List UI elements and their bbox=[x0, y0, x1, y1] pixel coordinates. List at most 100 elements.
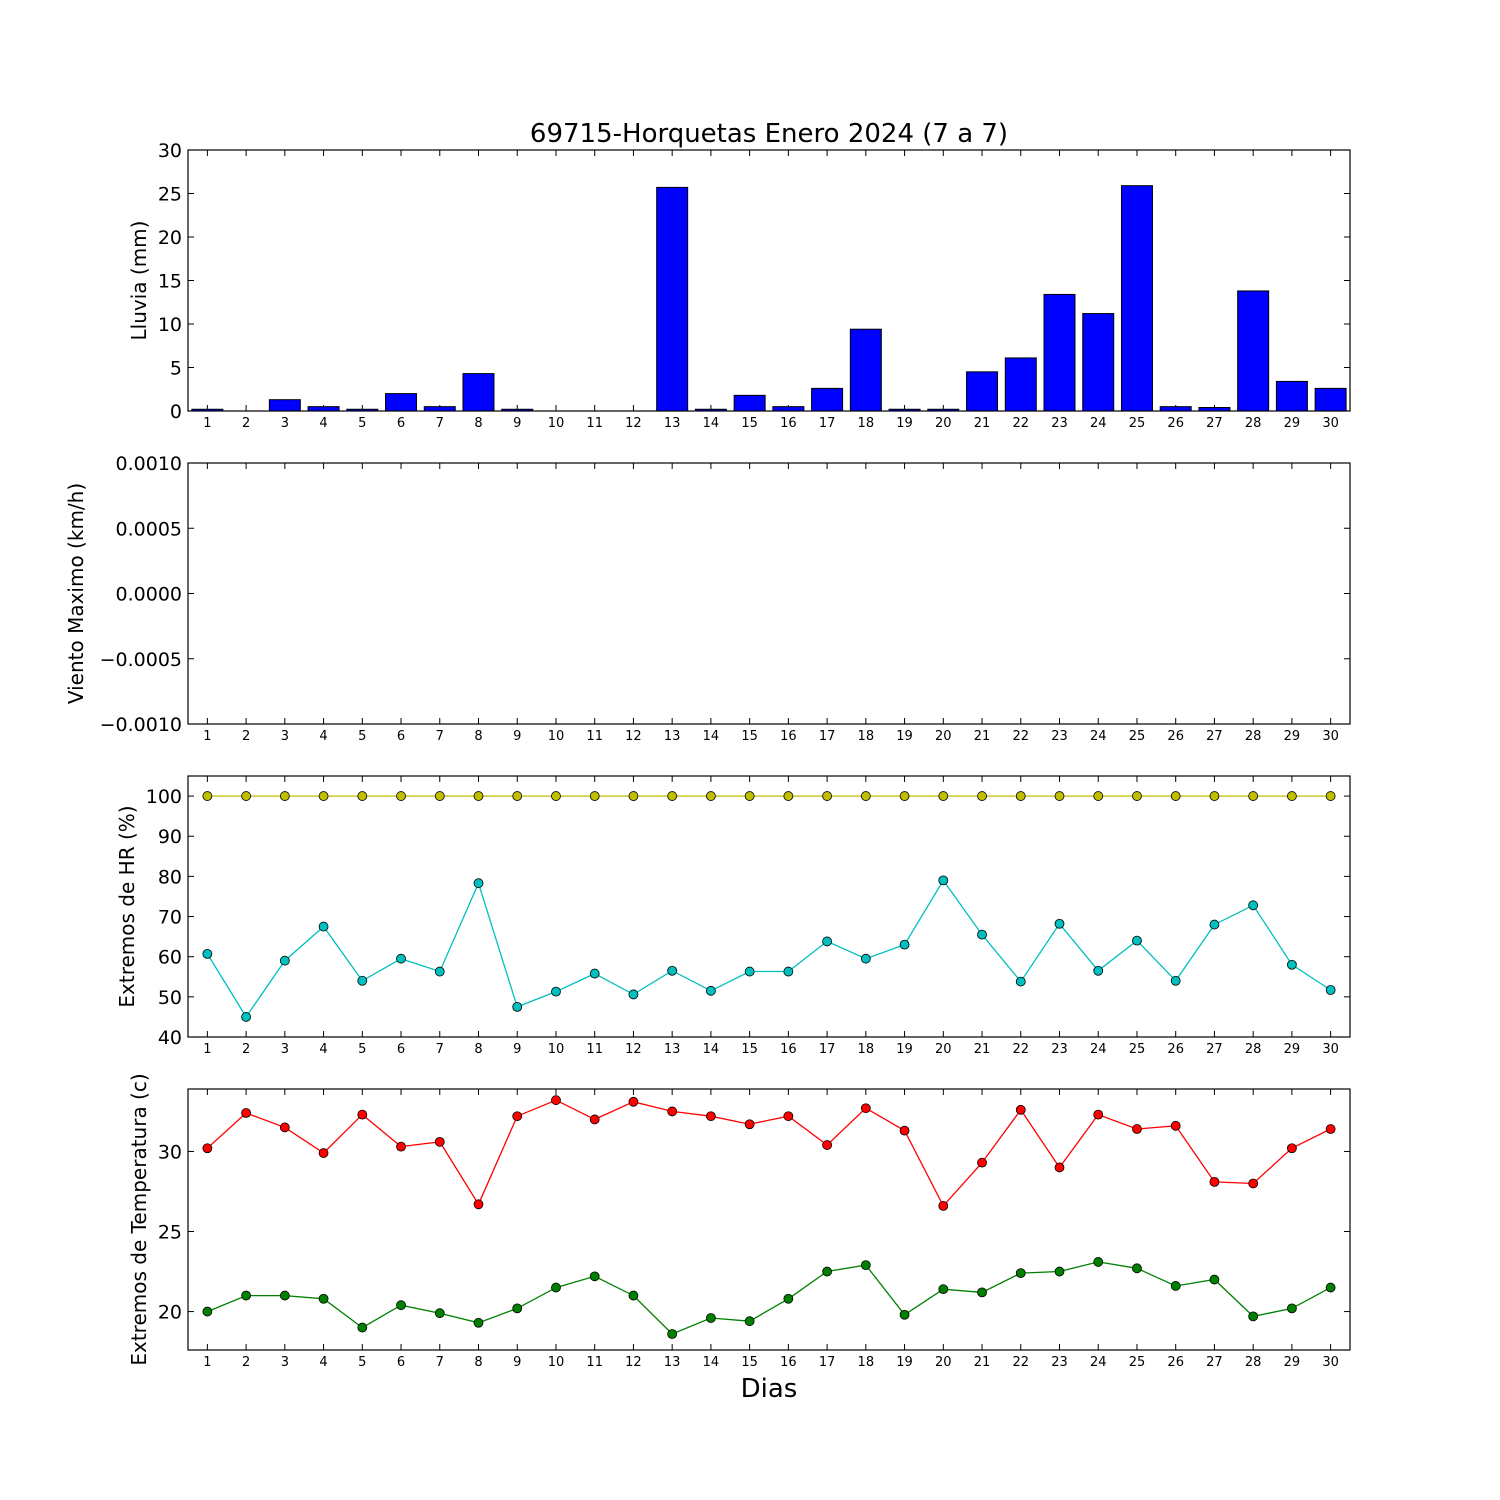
temp-panel-series-0-point bbox=[279, 1122, 290, 1133]
temp-panel-xtick-label: 26 bbox=[1167, 1355, 1184, 1370]
wind-panel-y-axis-label: Viento Maximo (km/h) bbox=[64, 483, 88, 704]
temp-panel-series-1-point bbox=[434, 1308, 445, 1319]
hr-panel-xtick-label: 11 bbox=[586, 1042, 603, 1057]
temp-panel-xtick-label: 21 bbox=[974, 1355, 991, 1370]
hr-panel-series-0-point bbox=[357, 791, 368, 801]
rain-panel-xtick-label: 30 bbox=[1322, 416, 1339, 431]
temp-panel-series-1-point bbox=[396, 1300, 406, 1311]
hr-panel-xtick-label: 25 bbox=[1129, 1042, 1146, 1057]
temp-panel-series-0-point bbox=[1287, 1143, 1297, 1154]
rain-panel-xtick-label: 21 bbox=[974, 416, 991, 431]
wind-panel-xtick-label: 12 bbox=[625, 729, 642, 744]
hr-panel-series-1-point bbox=[1093, 965, 1104, 976]
temp-panel-series-0-point bbox=[589, 1114, 600, 1125]
temp-panel-xtick-label: 4 bbox=[319, 1355, 327, 1370]
temp-panel-series-1-point bbox=[512, 1303, 523, 1314]
temp-panel-xtick-label: 11 bbox=[586, 1355, 603, 1370]
temp-panel-series-0-point bbox=[667, 1106, 678, 1117]
rain-panel-bar bbox=[1004, 357, 1037, 412]
hr-panel-xtick-label: 13 bbox=[664, 1042, 681, 1057]
rain-panel-xtick-label: 19 bbox=[896, 416, 913, 431]
rain-panel-xtick-label: 8 bbox=[474, 416, 482, 431]
rain-panel-bar bbox=[1159, 406, 1192, 412]
hr-panel-xtick-label: 8 bbox=[474, 1042, 482, 1057]
hr-panel-series-1-point bbox=[396, 953, 406, 964]
hr-panel-series-1-point bbox=[977, 929, 987, 940]
wind-panel-xtick-label: 16 bbox=[780, 729, 797, 744]
temp-panel-series-0-point bbox=[860, 1103, 871, 1114]
hr-panel-series-0-point bbox=[396, 791, 406, 801]
rain-panel-bar bbox=[966, 371, 999, 412]
hr-panel-series-0-point bbox=[628, 791, 639, 801]
wind-panel-xtick-label: 2 bbox=[242, 729, 250, 744]
temp-panel-series-0-point bbox=[1093, 1109, 1104, 1120]
hr-panel-series-0-point bbox=[1248, 791, 1259, 801]
hr-panel-series-0-point bbox=[1170, 791, 1181, 801]
wind-panel-xtick-label: 11 bbox=[586, 729, 603, 744]
rain-panel-bar bbox=[268, 399, 301, 412]
hr-panel-series-0-point bbox=[434, 791, 445, 801]
wind-panel-xtick-label: 13 bbox=[664, 729, 681, 744]
hr-panel-xtick-label: 7 bbox=[436, 1042, 444, 1057]
hr-panel-ytick-label: 100 bbox=[146, 786, 182, 808]
temp-panel-xtick-label: 6 bbox=[397, 1355, 405, 1370]
temp-panel-series-1-point bbox=[1132, 1263, 1142, 1274]
chart-title: 69715-Horquetas Enero 2024 (7 a 7) bbox=[530, 119, 1008, 149]
temp-panel-series-0-point bbox=[357, 1109, 368, 1120]
hr-panel-series-0-point bbox=[860, 791, 871, 801]
hr-panel-series-0-point bbox=[822, 791, 832, 801]
rain-panel-ytick-label: 5 bbox=[170, 358, 182, 380]
temp-panel-xtick-label: 10 bbox=[548, 1355, 565, 1370]
temp-panel-xtick-label: 8 bbox=[474, 1355, 482, 1370]
rain-panel-xtick-label: 24 bbox=[1090, 416, 1107, 431]
temp-panel-xtick-label: 24 bbox=[1090, 1355, 1107, 1370]
temp-panel-xtick-label: 25 bbox=[1129, 1355, 1146, 1370]
hr-panel-series-0-point bbox=[1015, 791, 1026, 801]
temp-panel-series-0-point bbox=[1170, 1120, 1181, 1131]
temp-panel-xtick-label: 15 bbox=[741, 1355, 758, 1370]
rain-panel-bar bbox=[1120, 185, 1153, 412]
temp-panel-series-0-point bbox=[434, 1136, 445, 1147]
rain-panel-xtick-label: 14 bbox=[703, 416, 720, 431]
temp-panel-series-0-point bbox=[744, 1119, 755, 1130]
temp-panel-series-0-point bbox=[202, 1143, 213, 1154]
rain-panel-xtick-label: 22 bbox=[1012, 416, 1029, 431]
hr-panel-xtick-label: 27 bbox=[1206, 1042, 1223, 1057]
temp-panel-xtick-label: 17 bbox=[819, 1355, 836, 1370]
wind-panel-xtick-label: 23 bbox=[1051, 729, 1068, 744]
temp-panel-series-1-point bbox=[899, 1309, 910, 1320]
hr-panel-series-0-point bbox=[667, 791, 678, 801]
hr-panel-series-1-point bbox=[1132, 935, 1142, 946]
wind-panel-xtick-label: 20 bbox=[935, 729, 952, 744]
temp-panel-series-1-point bbox=[1093, 1257, 1104, 1267]
hr-panel-xtick-label: 21 bbox=[974, 1042, 991, 1057]
rain-panel-ytick-label: 25 bbox=[158, 184, 182, 206]
wind-panel-xtick-label: 30 bbox=[1322, 729, 1339, 744]
temp-panel-xtick-label: 19 bbox=[896, 1355, 913, 1370]
hr-panel-series-1-point bbox=[1015, 976, 1026, 987]
hr-panel-series-1-point bbox=[202, 948, 213, 959]
rain-panel-bar bbox=[1237, 290, 1270, 412]
hr-panel-y-axis-label: Extremos de HR (%) bbox=[115, 805, 139, 1007]
temp-panel-frame bbox=[187, 1088, 1351, 1351]
rain-panel-xtick-label: 6 bbox=[397, 416, 405, 431]
hr-panel-series-1-point bbox=[357, 975, 368, 986]
temp-panel-series-1-point bbox=[1287, 1303, 1297, 1314]
hr-panel-series-0-point bbox=[977, 791, 987, 801]
hr-panel-series-1-point bbox=[1287, 959, 1297, 970]
hr-panel-series-1-point bbox=[473, 878, 484, 889]
temp-panel-xtick-label: 9 bbox=[513, 1355, 521, 1370]
rain-panel-frame bbox=[187, 149, 1351, 412]
hr-panel-xtick-label: 9 bbox=[513, 1042, 521, 1057]
hr-panel-series-1-line bbox=[206, 879, 1331, 1019]
hr-panel-ytick-label: 80 bbox=[158, 866, 182, 888]
hr-panel-xtick-label: 19 bbox=[896, 1042, 913, 1057]
hr-panel-xtick-label: 28 bbox=[1245, 1042, 1262, 1057]
temp-panel-series-0-point bbox=[628, 1096, 639, 1107]
rain-panel-xtick-label: 18 bbox=[858, 416, 875, 431]
temp-panel-series-1-point bbox=[667, 1329, 678, 1339]
rain-panel-xtick-label: 5 bbox=[358, 416, 366, 431]
hr-panel-series-0-point bbox=[318, 791, 329, 801]
